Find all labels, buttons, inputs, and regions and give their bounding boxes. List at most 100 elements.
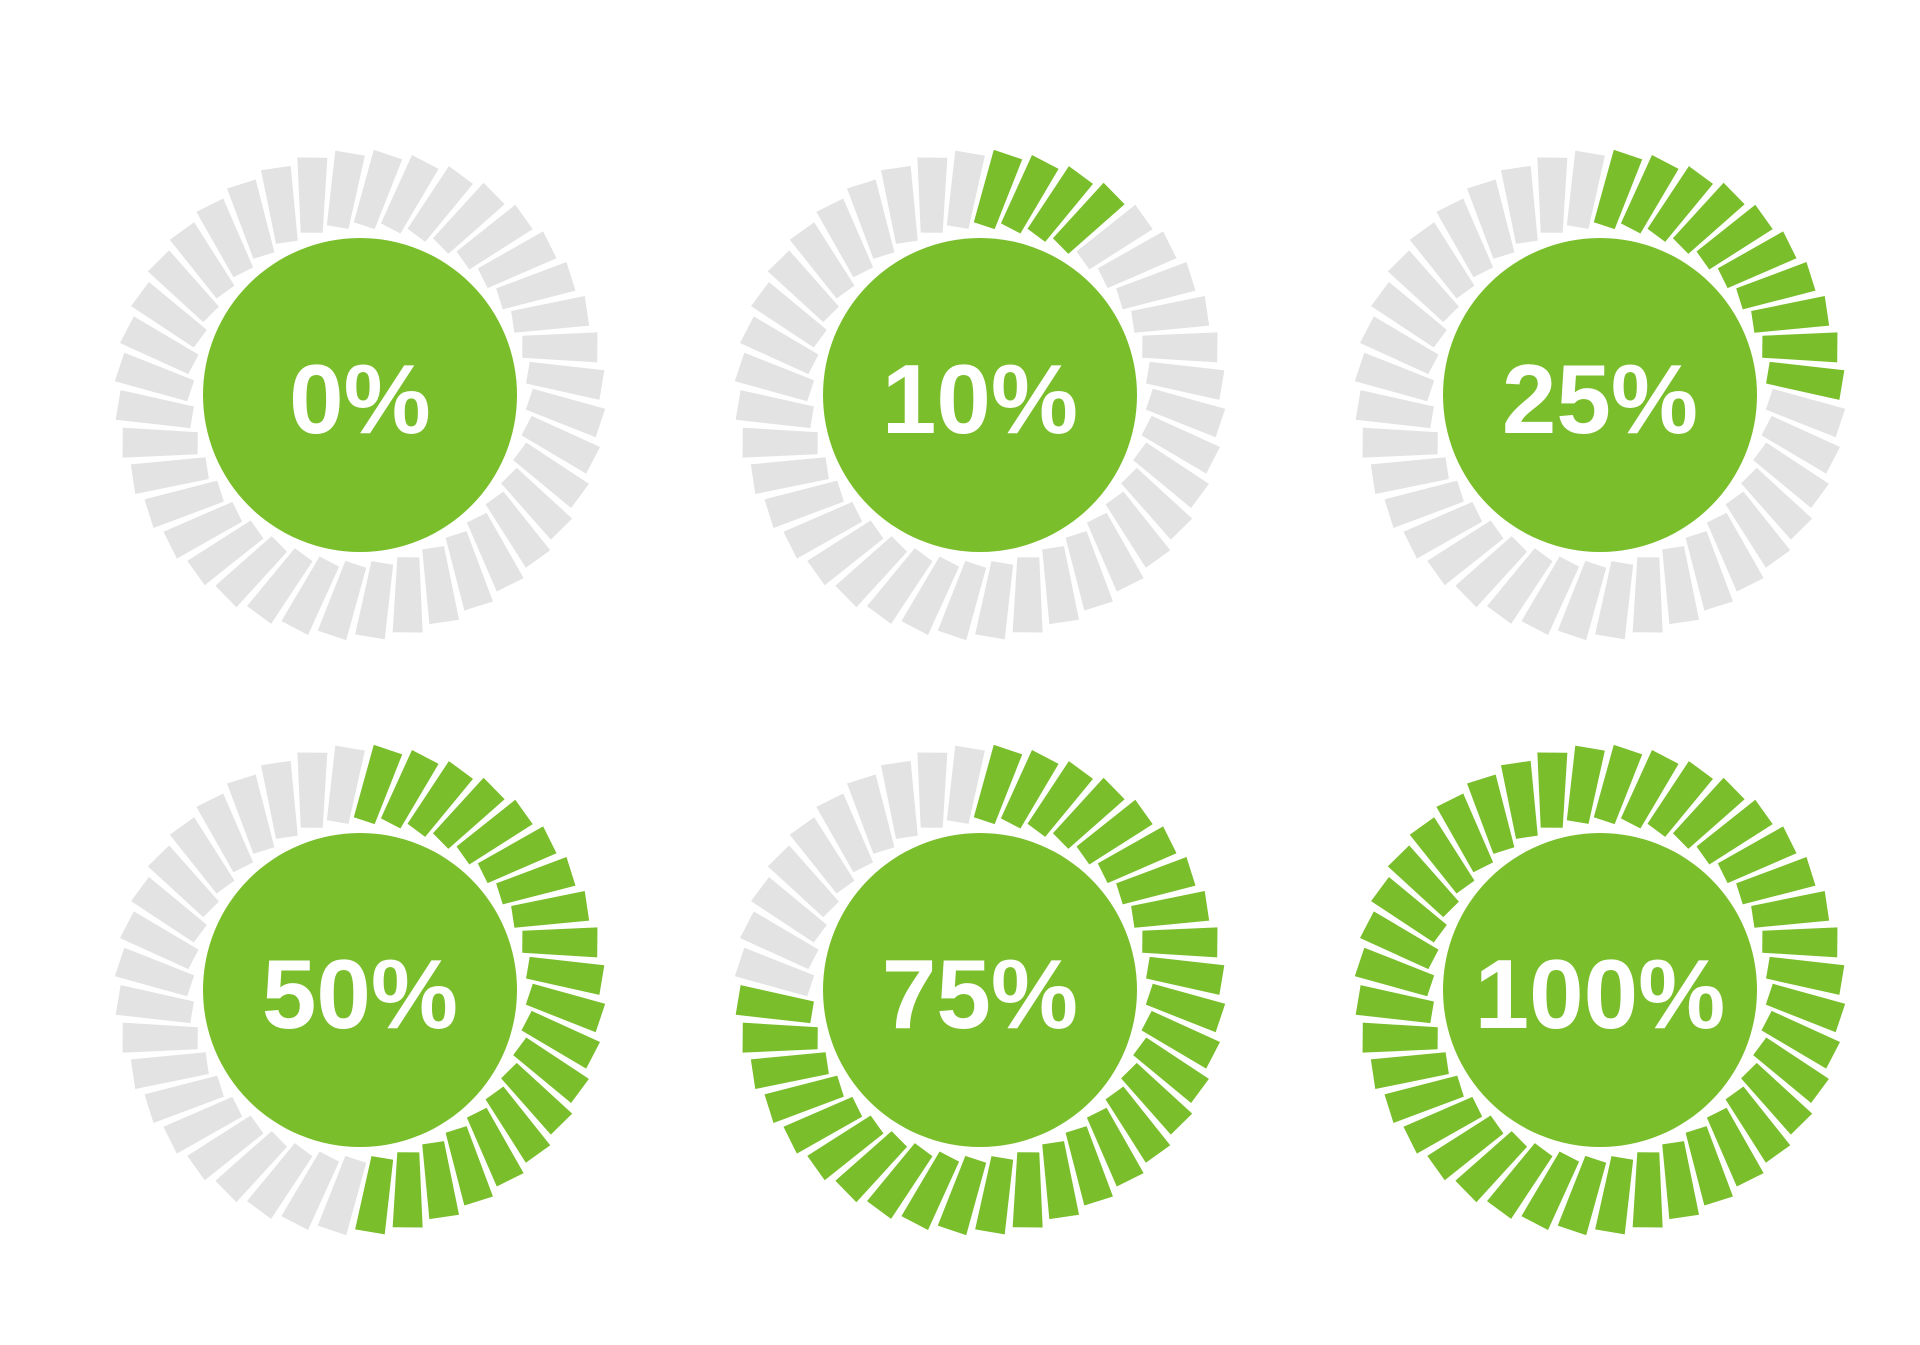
ring-tick [1145,388,1225,438]
ring-tick [485,1086,551,1163]
ring-tick [326,745,365,824]
ring-tick [119,911,199,970]
ring-tick [742,427,818,458]
ring-tick [847,179,895,259]
ring-tick [526,956,605,995]
ring-tick [735,985,814,1024]
ring-tick [1685,1126,1733,1206]
ring-tick [1427,520,1504,586]
progress-ring-svg: 50% [115,745,605,1235]
ring-tick [937,560,987,640]
ring-tick [115,985,194,1024]
ring-tick [115,390,194,429]
ring-tick [1467,774,1515,854]
ring-tick [1762,332,1838,363]
ring-tick [1142,927,1218,958]
ring-tick [130,457,209,495]
ring-tick [1765,388,1845,438]
ring-tick [1620,749,1679,829]
ring-tick [1725,1086,1791,1163]
ring-tick [973,745,1023,825]
ring-tick [1000,154,1059,234]
ring-tick [1717,826,1797,884]
ring-tick [1027,761,1094,837]
ring-tick [750,1052,829,1090]
ring-tick [1133,1037,1209,1104]
ring-tick [1359,316,1439,375]
ring-tick [131,281,207,348]
ring-tick [1537,157,1568,233]
ring-tick [1566,745,1605,824]
ring-tick [1647,761,1714,837]
ring-tick [1384,1075,1464,1123]
ring-tick [163,501,243,559]
ring-tick [866,1143,933,1219]
ring-tick [1355,947,1435,997]
ring-tick [147,845,219,918]
ring-tick [432,777,505,849]
ring-tick [355,1156,394,1235]
ring-tick [196,793,254,873]
ring-tick [353,150,403,230]
ring-tick [1741,467,1813,540]
ring-tick [1537,752,1568,828]
ring-tick [196,198,254,278]
ring-tick [1116,262,1196,310]
ring-ticks [115,150,605,640]
ring-tick [1751,890,1830,928]
ring-tick [1146,956,1225,995]
ring-tick [1761,1010,1841,1069]
ring-tick [1355,352,1435,402]
ring-ticks [735,745,1225,1235]
ring-tick [880,165,918,244]
ring-tick [973,150,1023,230]
ring-tick [1736,857,1816,905]
ring-tick [1500,165,1538,244]
ring-tick [735,390,814,429]
ring-tick [422,1141,460,1220]
progress-ring-svg: 0% [115,150,605,640]
ring-tick [1131,295,1210,333]
ring-center-disc [1443,238,1757,552]
ring-tick [807,1115,884,1181]
ring-tick [1097,826,1177,884]
ring-tick [735,947,815,997]
ring-tick [835,1131,908,1203]
ring-tick [1141,415,1221,474]
ring-tick [767,845,839,918]
ring-tick [917,752,948,828]
ring-tick [1105,1086,1171,1163]
ring-tick [975,561,1014,640]
ring-tick [789,817,855,894]
ring-tick [816,793,874,873]
ring-tick [477,826,557,884]
progress-ring-4: 75% [735,745,1225,1235]
ring-tick [501,467,573,540]
ring-tick [130,1052,209,1090]
ring-center-disc [823,238,1137,552]
progress-ring-3: 50% [115,745,605,1235]
ring-tick [526,361,605,400]
ring-percent-label: 10% [882,344,1078,454]
ring-tick [901,556,960,636]
ring-tick [975,1156,1014,1235]
progress-ring-5: 100% [1355,745,1845,1235]
ring-ticks [115,745,605,1235]
ring-tick [187,520,264,586]
ring-tick [525,388,605,438]
ring-tick [1761,415,1841,474]
ring-tick [1076,799,1153,865]
ring-tick [789,222,855,299]
ring-tick [407,761,474,837]
ring-tick [1632,557,1663,633]
ring-tick [816,198,874,278]
ring-tick [937,1155,987,1235]
ring-tick [227,179,275,259]
ring-tick [392,557,423,633]
ring-tick [281,1151,340,1231]
ring-tick [946,150,985,229]
ring-tick [835,536,908,608]
ring-tick [1753,442,1829,509]
ring-tick [1355,985,1434,1024]
